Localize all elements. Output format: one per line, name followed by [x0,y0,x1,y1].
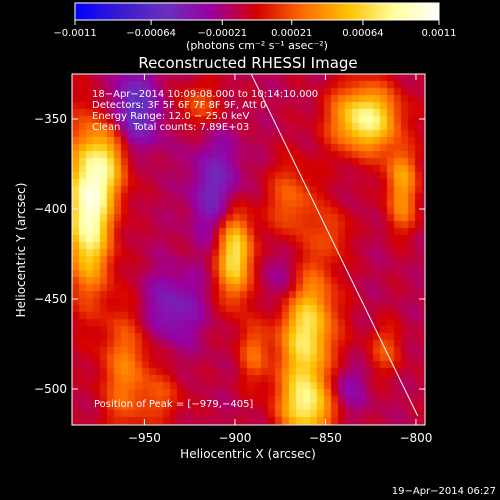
y-axis-label: Heliocentric Y (arcsec) [14,183,28,318]
x-axis-ticks: −950 −900 −850 −800 [128,74,432,445]
plot-frame [71,73,426,426]
y-axis-ticks: −350 −400 −450 −500 [34,112,425,396]
y-tick-label: −450 [34,292,67,306]
info-block: 18−Apr−2014 10:09:08.000 to 10:14:10.000… [92,89,318,133]
chart-title: Reconstructed RHESSI Image [138,54,357,72]
colorbar-tick-label: −0.00064 [126,28,176,39]
limb-line [250,74,419,417]
info-line-detectors: Detectors: 3F 5F 6F 7F 8F 9F, Att 0 [92,100,266,111]
x-tick-label: −800 [399,431,432,445]
footer-timestamp: 19−Apr−2014 06:27 [392,486,496,497]
y-tick-label: −400 [34,202,67,216]
colorbar-label: (photons cm⁻² s⁻¹ asec⁻²) [186,39,328,52]
colorbar: −0.0011 −0.00064 −0.00021 0.00021 0.00064 0.0… [53,2,457,52]
peak-position-text: Position of Peak = [−979,−405] [94,399,253,410]
info-line-energy: Energy Range: 12.0 − 25.0 keV [92,111,249,122]
colorbar-ticks: −0.0011 −0.00064 −0.00021 0.00021 0.00064 0.0… [53,20,457,39]
plot-area: −950 −900 −850 −800 −350 −400 −450 −500 18−Apr… [34,73,432,445]
info-line-clean: Clean Total counts: 7.89E+03 [92,122,249,133]
colorbar-gradient [74,2,440,21]
info-line-time: 18−Apr−2014 10:09:08.000 to 10:14:10.000 [92,89,318,100]
x-tick-label: −950 [128,431,161,445]
colorbar-tick-label: −0.0011 [53,28,96,39]
x-tick-label: −850 [309,431,342,445]
colorbar-tick-label: 0.0011 [422,28,457,39]
x-axis-label: Heliocentric X (arcsec) [180,447,316,461]
y-tick-label: −500 [34,382,67,396]
x-tick-label: −900 [218,431,251,445]
colorbar-tick-label: −0.00021 [197,28,247,39]
colorbar-tick-label: 0.00064 [342,28,383,39]
colorbar-tick-label: 0.00021 [271,28,312,39]
heatmap-image [72,74,425,425]
y-tick-label: −350 [34,112,67,126]
